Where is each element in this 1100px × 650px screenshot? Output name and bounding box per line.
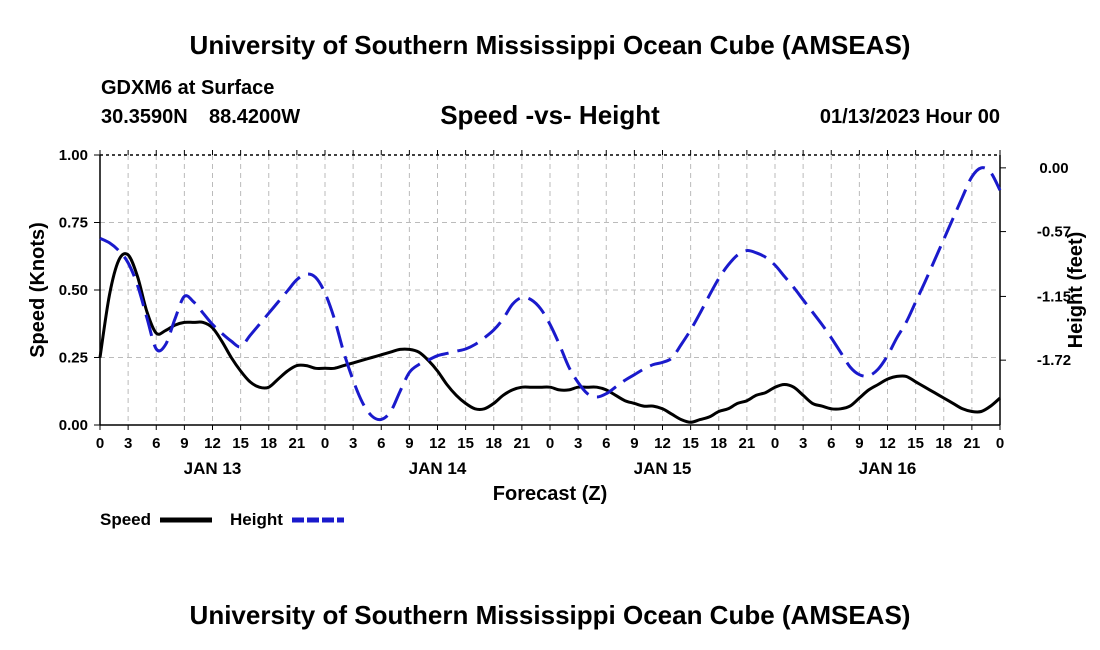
x-tick-label: 15 [907, 435, 924, 452]
station-name: GDXM6 at Surface [101, 77, 275, 99]
series-speed-line [98, 252, 1001, 424]
y-tick-label: 0.25 [59, 350, 88, 367]
chart-title: Speed -vs- Height [440, 100, 660, 130]
x-tick-label: 21 [289, 435, 306, 452]
y-tick-label: 0.50 [59, 282, 88, 299]
x-tick-label: 9 [405, 435, 413, 452]
x-tick-label: 6 [377, 435, 385, 452]
y-tick-label: 0.75 [59, 215, 88, 232]
x-tick-label: 3 [574, 435, 582, 452]
y2-tick-label: -0.57 [1037, 224, 1071, 241]
x-tick-label: 12 [879, 435, 896, 452]
y-axis-title: Speed (Knots) [27, 222, 49, 358]
x-tick-label: 18 [260, 435, 277, 452]
x-tick-label: 3 [799, 435, 807, 452]
y2-tick-label: -1.15 [1037, 288, 1071, 305]
x-tick-label: 3 [349, 435, 357, 452]
y2-axis-title: Height (feet) [1065, 232, 1087, 349]
forecast-datetime: 01/13/2023 Hour 00 [819, 106, 1000, 128]
x-tick-label: 12 [204, 435, 221, 452]
axes-layer [94, 150, 1006, 430]
legend-label-height: Height [230, 510, 283, 529]
footer-title: University of Southern Mississippi Ocean… [189, 600, 911, 630]
x-tick-label: 0 [546, 435, 554, 452]
y2-tick-label: 0.00 [1039, 160, 1068, 177]
legend-layer: Speed Height [100, 510, 344, 529]
labels-layer: 0 3 6 9 12 15 18 21 0 3 6 9 12 15 18 21 0 3 6 9 12 15 18 21 0 3 6 9… [27, 147, 1087, 505]
y-tick-label: 0.00 [59, 417, 88, 434]
x-tick-label: 12 [429, 435, 446, 452]
x-tick-label: 0 [771, 435, 779, 452]
x-tick-label: 18 [485, 435, 502, 452]
x-tick-label: 18 [935, 435, 952, 452]
x-tick-label: 9 [630, 435, 638, 452]
legend-label-speed: Speed [100, 510, 151, 529]
x-tick-label: 6 [152, 435, 160, 452]
series-height-line [99, 166, 1002, 422]
station-lat: 30.3590N [101, 106, 188, 128]
y2-tick-label: -1.72 [1037, 352, 1071, 369]
page-title: University of Southern Mississippi Ocean… [189, 30, 911, 60]
grid-layer [100, 155, 1000, 425]
x-tick-label: 0 [996, 435, 1004, 452]
x-tick-label: 15 [232, 435, 249, 452]
x-tick-label: 21 [739, 435, 756, 452]
x-tick-label: 12 [654, 435, 671, 452]
x-tick-label: 9 [180, 435, 188, 452]
x-tick-label: 0 [96, 435, 104, 452]
x-tick-label: 15 [682, 435, 699, 452]
day-label: JAN 13 [184, 459, 242, 478]
x-tick-label: 6 [827, 435, 835, 452]
x-tick-label: 9 [855, 435, 863, 452]
x-tick-label: 6 [602, 435, 610, 452]
day-label: JAN 14 [409, 459, 467, 478]
x-tick-label: 3 [124, 435, 132, 452]
x-tick-label: 21 [514, 435, 531, 452]
day-label: JAN 16 [859, 459, 917, 478]
day-label: JAN 15 [634, 459, 692, 478]
x-tick-label: 0 [321, 435, 329, 452]
x-tick-label: 15 [457, 435, 474, 452]
x-tick-label: 18 [710, 435, 727, 452]
x-axis-title: Forecast (Z) [493, 483, 607, 505]
station-lon: 88.4200W [209, 106, 301, 128]
series-layer [98, 166, 1002, 424]
x-tick-label: 21 [964, 435, 981, 452]
y-tick-label: 1.00 [59, 147, 88, 164]
